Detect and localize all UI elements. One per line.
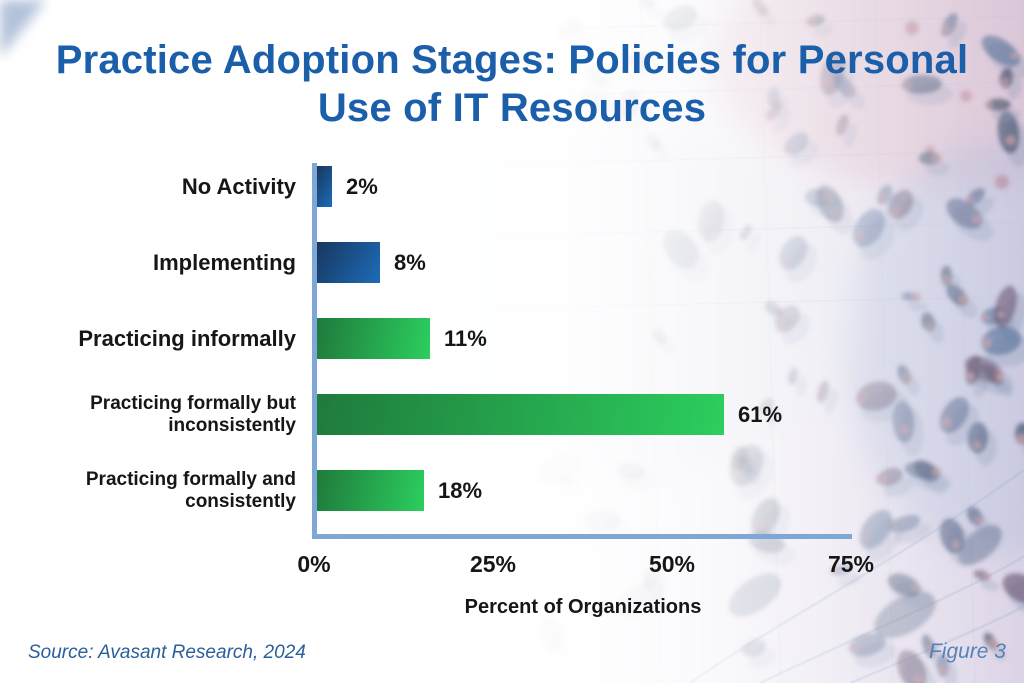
bar-value-practicing-informally: 11% [444,326,487,351]
bar-practicing-formally-and-consistently [317,470,424,511]
bar-implementing [317,242,380,283]
bar-label-no-activity: No Activity [181,173,296,199]
x-tick-75: 75% [827,551,875,577]
source-note: Source: Avasant Research, 2024 [28,642,306,663]
bar-label-practicing-formally-but-inconsistently: Practicing formally but inconsistently [90,392,296,436]
x-tick-0: 0% [297,551,331,577]
bar-label-practicing-formally-and-consistently: Practicing formally and consistently [85,468,296,512]
chart-title-line1: Practice Adoption Stages: Policies for P… [55,38,969,82]
bar-value-practicing-formally-but-inconsistently: 61% [738,402,783,427]
bar-no-activity [317,166,332,207]
bar-value-implementing: 8% [394,250,426,275]
x-tick-50: 50% [648,551,696,577]
bar-value-practicing-formally-and-consistently: 18% [438,478,483,503]
figure-number: Figure 3 [928,640,1006,663]
x-axis-line [312,534,852,539]
bar-practicing-formally-but-inconsistently [317,394,724,435]
chart-title: Practice Adoption Stages: Policies for P… [0,36,1024,132]
bar-label-implementing: Implementing [152,249,296,275]
bar-value-no-activity: 2% [346,174,378,199]
bar-practicing-informally [317,318,430,359]
x-axis-title: Percent of Organizations [464,596,702,618]
corner-wisp [0,0,46,58]
bar-label-practicing-informally: Practicing informally [78,325,296,351]
x-tick-25: 25% [469,551,517,577]
chart-title-line2: Use of IT Resources [317,86,707,130]
y-axis-line [312,163,317,539]
